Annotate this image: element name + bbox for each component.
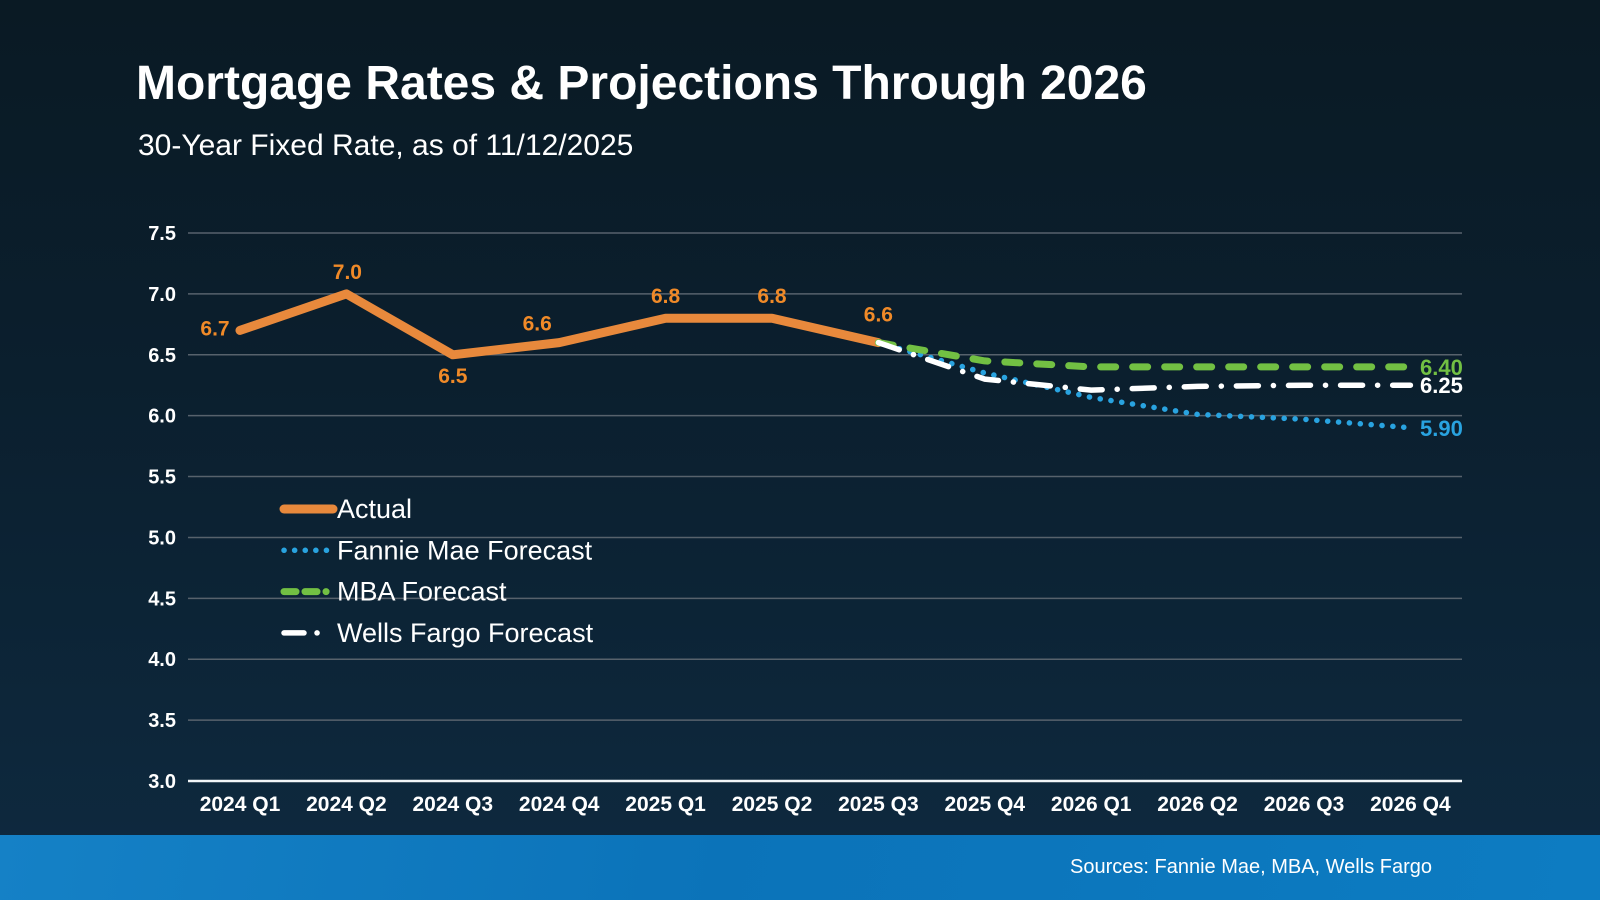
y-axis-tick-label: 3.5: [148, 710, 176, 732]
data-point-label: 6.8: [757, 285, 787, 308]
x-axis-tick-label: 2024 Q2: [306, 793, 387, 816]
x-axis-tick-label: 2025 Q4: [945, 793, 1026, 816]
y-axis-tick-label: 4.0: [148, 649, 176, 671]
x-axis-tick-label: 2024 Q3: [413, 793, 494, 816]
legend-label: Actual: [337, 494, 412, 524]
chart-title: Mortgage Rates & Projections Through 202…: [136, 57, 1147, 110]
series-line-fannie-mae-forecast: [875, 339, 1414, 431]
y-axis-tick-label: 5.0: [148, 527, 176, 549]
mortgage-rates-line-chart: 7.5 7.0 6.5 6.0 5.5 5.0 4.5 4.0 3.5 3.0 2024 Q1 202…: [148, 223, 1463, 816]
sources-text: Sources: Fannie Mae, MBA, Wells Fargo: [1070, 856, 1432, 878]
y-axis-tick-label: 6.0: [148, 406, 176, 428]
legend-item-wells-fargo-forecast: Wells Fargo Forecast: [281, 618, 594, 648]
series-line-wells-fargo-forecast: [875, 339, 1414, 393]
legend-label: MBA Forecast: [337, 577, 507, 607]
y-axis-tick-label: 7.0: [148, 284, 176, 306]
series-line-actual: [235, 289, 883, 360]
series-end-label-mba-forecast: 6.40: [1420, 355, 1463, 380]
legend-label: Wells Fargo Forecast: [337, 618, 594, 648]
data-point-label: 7.0: [333, 261, 362, 284]
x-axis-tick-label: 2025 Q1: [625, 793, 706, 816]
series-end-label-fannie-mae-forecast: 5.90: [1420, 416, 1463, 441]
y-axis-tick-label: 6.5: [148, 345, 176, 367]
x-axis-tick-label: 2026 Q2: [1157, 793, 1238, 816]
y-axis-tick-label: 5.5: [148, 467, 176, 489]
x-axis-tick-label: 2026 Q3: [1264, 793, 1345, 816]
series-end-label-wells-fargo-forecast: 6.25: [1420, 373, 1463, 398]
data-point-label: 6.6: [523, 313, 552, 336]
x-axis-tick-label: 2025 Q3: [838, 793, 919, 816]
y-axis-tick-label: 4.5: [148, 588, 176, 610]
data-point-label: 6.8: [651, 285, 681, 308]
x-axis-tick-label: 2024 Q1: [200, 793, 281, 816]
data-point-label: 6.7: [200, 317, 229, 340]
data-point-label: 6.5: [438, 365, 468, 388]
y-axis-tick-label: 3.0: [148, 771, 176, 793]
y-axis-tick-label: 7.5: [148, 223, 176, 245]
x-axis-tick-label: 2024 Q4: [519, 793, 600, 816]
x-axis-tick-label: 2026 Q1: [1051, 793, 1132, 816]
series-line-mba-forecast: [874, 339, 1414, 371]
legend-label: Fannie Mae Forecast: [337, 535, 593, 565]
data-point-label: 6.6: [864, 304, 893, 327]
legend-item-fannie-mae-forecast: Fannie Mae Forecast: [281, 535, 593, 565]
chart-subtitle: 30-Year Fixed Rate, as of 11/12/2025: [138, 129, 634, 162]
legend-item-mba-forecast: MBA Forecast: [280, 577, 507, 607]
x-axis-tick-label: 2026 Q4: [1370, 793, 1451, 816]
legend-item-actual: Actual: [279, 494, 412, 524]
x-axis-tick-label: 2025 Q2: [732, 793, 813, 816]
footer-bar: Sources: Fannie Mae, MBA, Wells Fargo: [0, 835, 1600, 900]
